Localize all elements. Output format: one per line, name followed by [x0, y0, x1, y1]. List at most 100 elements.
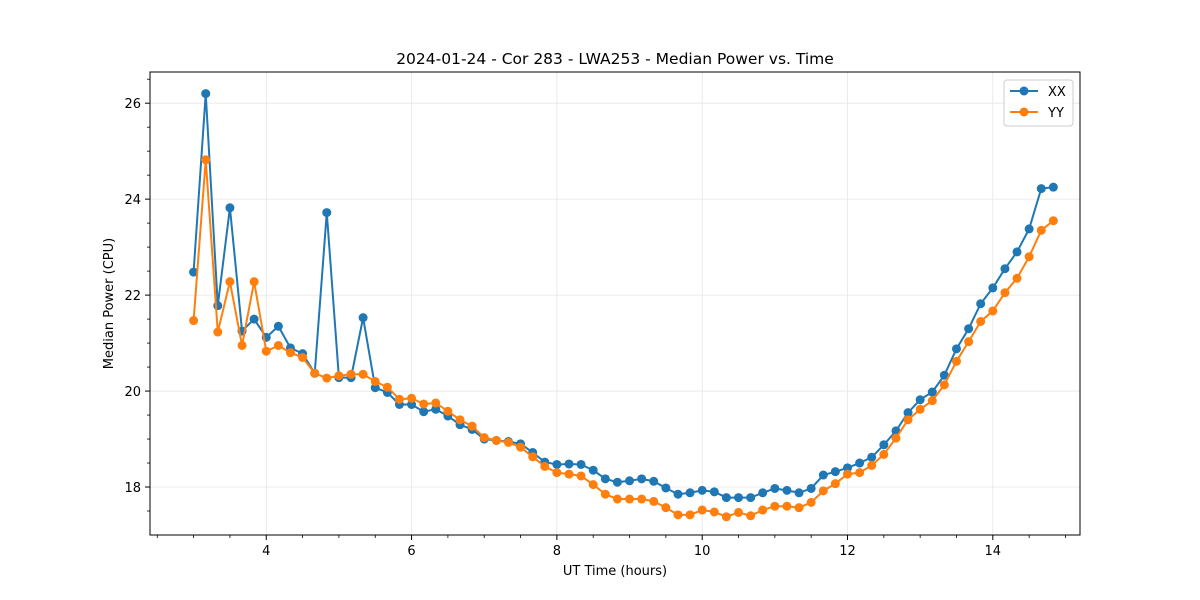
legend-label-xx: XX — [1048, 85, 1066, 100]
series-line-xx — [192, 92, 1054, 499]
data-point-xx — [649, 476, 659, 486]
data-point-yy — [697, 505, 707, 515]
data-point-xx — [746, 493, 756, 503]
data-point-xx — [673, 489, 683, 499]
x-tick-label: 8 — [553, 544, 561, 559]
data-point-xx — [370, 383, 380, 393]
data-point-yy — [637, 494, 647, 504]
data-point-xx — [201, 89, 211, 99]
data-point-xx — [685, 488, 695, 498]
data-point-xx — [697, 485, 707, 495]
data-point-yy — [201, 155, 211, 165]
data-point-xx — [552, 459, 562, 469]
data-point-yy — [237, 340, 247, 350]
data-point-yy — [661, 503, 671, 513]
data-point-yy — [939, 380, 949, 390]
series-layer — [189, 89, 1058, 522]
data-point-xx — [637, 474, 647, 484]
data-point-xx — [322, 208, 332, 218]
data-point-yy — [891, 433, 901, 443]
data-point-yy — [721, 512, 731, 522]
data-point-xx — [213, 301, 223, 311]
data-point-xx — [189, 267, 199, 277]
data-point-xx — [758, 488, 768, 498]
data-point-yy — [951, 356, 961, 366]
data-point-yy — [370, 376, 380, 386]
data-point-yy — [491, 435, 501, 445]
data-point-yy — [964, 337, 974, 347]
data-point-yy — [915, 404, 925, 414]
data-point-xx — [721, 493, 731, 503]
data-point-yy — [479, 433, 489, 443]
data-point-yy — [213, 327, 223, 337]
data-point-yy — [189, 316, 199, 326]
data-point-yy — [879, 449, 889, 459]
data-point-yy — [734, 507, 744, 517]
data-point-yy — [334, 371, 344, 381]
data-point-xx — [625, 476, 635, 486]
data-point-xx — [1024, 224, 1034, 234]
data-point-xx — [1012, 247, 1022, 257]
data-point-yy — [225, 277, 235, 287]
data-point-xx — [927, 387, 937, 397]
data-point-yy — [455, 415, 465, 425]
data-point-yy — [467, 421, 477, 431]
data-point-yy — [298, 352, 308, 362]
data-point-xx — [225, 203, 235, 213]
data-point-yy — [358, 369, 368, 379]
y-tick-label: 20 — [124, 385, 141, 400]
data-point-yy — [443, 406, 453, 416]
data-point-xx — [867, 452, 877, 462]
data-point-yy — [419, 399, 429, 409]
data-point-xx — [843, 463, 852, 473]
data-point-yy — [528, 452, 538, 462]
data-point-xx — [806, 483, 816, 493]
data-point-yy — [818, 486, 828, 496]
data-point-yy — [625, 494, 635, 504]
data-point-yy — [588, 480, 598, 490]
data-point-xx — [358, 313, 368, 323]
data-point-xx — [564, 459, 574, 469]
data-point-xx — [709, 487, 719, 497]
data-point-yy — [746, 511, 756, 521]
data-point-xx — [1036, 184, 1046, 194]
data-point-xx — [1048, 182, 1058, 192]
x-tick-label: 14 — [985, 544, 1002, 559]
data-point-yy — [1024, 252, 1034, 262]
data-point-xx — [939, 370, 949, 380]
legend-label-yy: YY — [1047, 106, 1064, 121]
data-point-yy — [1000, 288, 1010, 298]
data-point-yy — [552, 468, 562, 478]
data-point-xx — [976, 299, 986, 309]
data-point-yy — [927, 396, 937, 406]
data-point-yy — [310, 368, 320, 378]
data-point-yy — [612, 494, 622, 504]
data-point-yy — [394, 394, 404, 404]
data-point-yy — [322, 373, 332, 383]
data-point-yy — [431, 398, 441, 408]
data-point-xx — [903, 408, 913, 418]
data-point-xx — [770, 483, 780, 493]
data-point-yy — [407, 393, 417, 403]
data-point-xx — [782, 485, 792, 495]
data-point-yy — [843, 469, 852, 479]
y-tick-label: 18 — [124, 481, 141, 496]
data-point-yy — [855, 468, 865, 478]
data-point-xx — [879, 440, 889, 450]
data-point-yy — [600, 489, 610, 499]
data-point-yy — [261, 346, 271, 356]
data-point-yy — [1012, 273, 1022, 283]
data-point-xx — [661, 483, 671, 493]
data-point-yy — [830, 479, 840, 489]
data-point-xx — [273, 321, 283, 331]
legend: XX YY — [1003, 79, 1074, 127]
chart-title: 2024-01-24 - Cor 283 - LWA253 - Median P… — [396, 50, 834, 68]
data-point-yy — [976, 316, 986, 326]
data-point-yy — [1036, 225, 1046, 235]
legend-marker-xx — [1019, 86, 1029, 96]
data-point-xx — [1000, 264, 1010, 274]
data-point-yy — [770, 501, 780, 511]
data-point-xx — [915, 395, 925, 405]
data-point-xx — [431, 404, 441, 414]
